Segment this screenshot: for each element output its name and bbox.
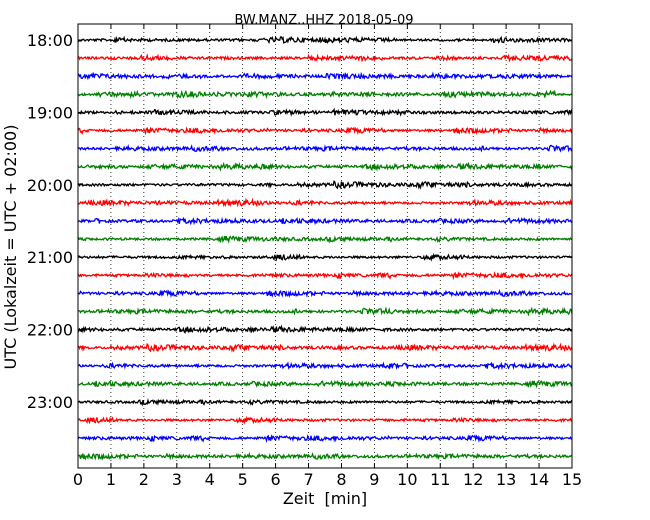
seismic-trace bbox=[77, 107, 573, 117]
x-tick-label: 6 bbox=[271, 470, 281, 489]
x-tick-label: 8 bbox=[336, 470, 346, 489]
y-axis-label: UTC (Lokalzeit = UTC + 02:00) bbox=[1, 125, 20, 370]
y-tick-label: 23:00 bbox=[27, 393, 73, 412]
x-tick-label: 13 bbox=[496, 470, 516, 489]
seismic-trace bbox=[77, 144, 573, 153]
seismic-trace bbox=[77, 434, 573, 443]
x-tick-label: 9 bbox=[369, 470, 379, 489]
seismic-trace bbox=[77, 324, 573, 334]
seismic-trace bbox=[77, 89, 573, 100]
x-tick-label: 12 bbox=[463, 470, 483, 489]
seismic-trace bbox=[77, 306, 573, 317]
seismic-trace bbox=[77, 361, 573, 371]
y-tick-label: 21:00 bbox=[27, 248, 73, 267]
seismic-trace bbox=[77, 451, 573, 461]
seismic-trace bbox=[77, 126, 573, 136]
y-tick-label: 19:00 bbox=[27, 103, 73, 122]
x-tick-label: 1 bbox=[106, 470, 116, 489]
x-tick-label: 2 bbox=[139, 470, 149, 489]
seismic-traces bbox=[77, 35, 573, 461]
x-tick-label: 11 bbox=[430, 470, 450, 489]
seismic-trace bbox=[77, 379, 573, 389]
x-tick-label: 7 bbox=[303, 470, 313, 489]
x-tick-label: 4 bbox=[205, 470, 215, 489]
seismic-trace bbox=[77, 252, 573, 262]
seismic-trace bbox=[77, 71, 573, 81]
seismic-trace bbox=[77, 235, 573, 244]
x-tick-label: 14 bbox=[529, 470, 549, 489]
y-tick-label: 20:00 bbox=[27, 176, 73, 195]
seismic-trace bbox=[77, 180, 573, 190]
y-tick-label: 18:00 bbox=[27, 31, 73, 50]
seismic-trace bbox=[77, 161, 573, 172]
x-tick-label: 10 bbox=[397, 470, 417, 489]
plot-frame bbox=[77, 23, 573, 469]
y-tick-label: 22:00 bbox=[27, 321, 73, 340]
x-tick-label: 15 bbox=[562, 470, 582, 489]
chart-title: BW.MANZ..HHZ 2018-05-09 bbox=[234, 13, 413, 28]
seismic-trace bbox=[77, 288, 573, 299]
x-tick-label: 3 bbox=[172, 470, 182, 489]
seismic-trace bbox=[77, 398, 573, 407]
seismic-trace bbox=[77, 53, 573, 63]
seismic-trace bbox=[77, 197, 573, 208]
axis-ticks: 0 1 2 3 4 5 6 7 8 9 10 11 12 13 14 1518:0019:0020:0021:… bbox=[27, 24, 582, 489]
seismic-trace bbox=[77, 216, 573, 226]
seismic-trace bbox=[77, 415, 573, 425]
seismic-trace bbox=[77, 271, 573, 281]
x-tick-label: 0 bbox=[73, 470, 83, 489]
seismic-trace bbox=[77, 342, 573, 353]
seismic-trace bbox=[77, 35, 573, 45]
x-tick-label: 5 bbox=[238, 470, 248, 489]
x-axis-label: Zeit [min] bbox=[283, 489, 367, 508]
